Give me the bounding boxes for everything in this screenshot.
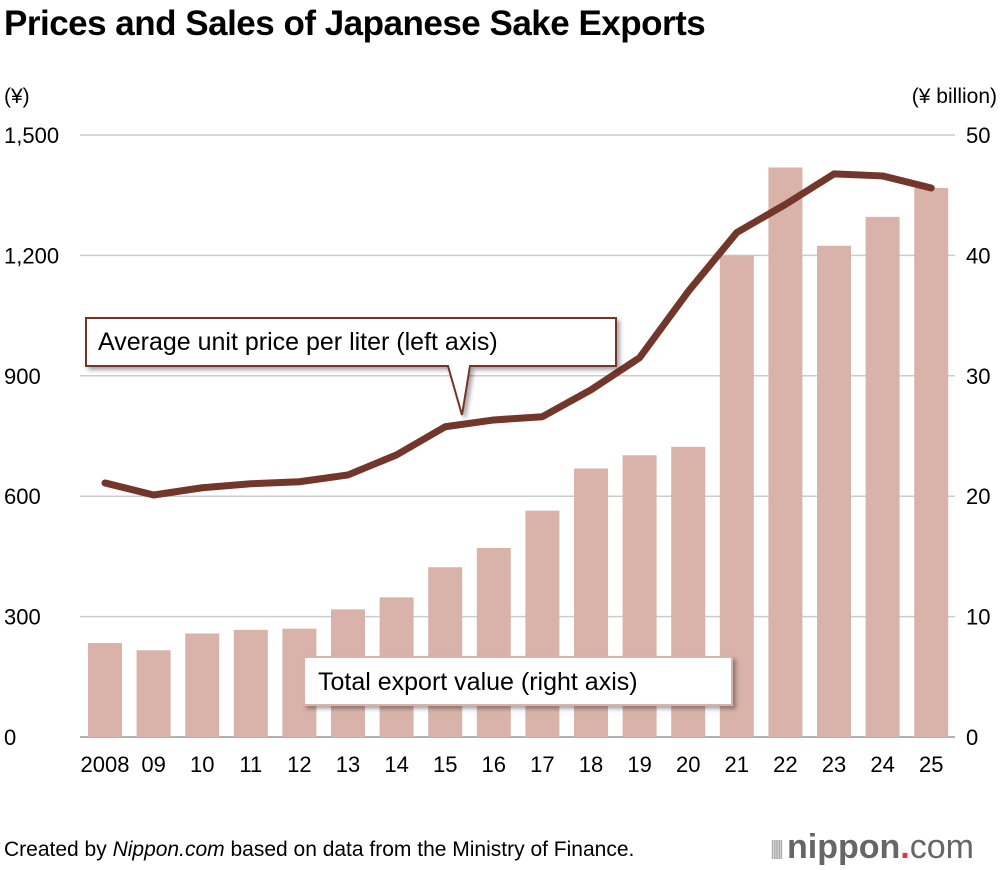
x-tick-label: 14	[384, 752, 408, 777]
x-tick-label: 15	[433, 752, 457, 777]
source-name: Nippon.com	[112, 838, 225, 861]
left-tick-label: 0	[4, 725, 16, 750]
x-tick-label: 24	[870, 752, 894, 777]
left-tick-label: 600	[4, 484, 41, 509]
bar-2008	[88, 643, 122, 737]
x-tick-label: 2008	[81, 752, 130, 777]
bar-25	[914, 187, 949, 737]
x-tick-label: 11	[239, 752, 262, 777]
x-tick-label: 10	[190, 752, 214, 777]
x-tick-label: 18	[579, 752, 603, 777]
left-tick-label: 900	[4, 364, 41, 389]
x-tick-label: 23	[822, 752, 846, 777]
bar-callout-box	[303, 656, 733, 706]
line-legend-label: Average unit price per liter (left axis)	[98, 328, 498, 356]
source-note: Created by Nippon.com based on data from…	[4, 838, 634, 862]
left-tick-label: 1,200	[4, 243, 59, 268]
x-tick-label: 09	[141, 752, 165, 777]
right-tick-label: 10	[966, 605, 990, 630]
bar-16	[476, 547, 511, 737]
bar-22	[768, 167, 803, 737]
bar-legend-label: Total export value (right axis)	[318, 668, 638, 696]
source-prefix: Created by	[4, 838, 113, 861]
price-line	[101, 170, 935, 499]
bar-10	[185, 633, 220, 737]
x-tick-label: 19	[627, 752, 651, 777]
x-tick-label: 20	[676, 752, 700, 777]
x-tick-label: 21	[725, 752, 749, 777]
source-suffix: based on data from the Ministry of Finan…	[224, 838, 635, 861]
left-tick-label: 300	[4, 605, 41, 630]
sound-bars-icon: |||||	[770, 837, 784, 860]
right-axis-unit: (¥ billion)	[912, 85, 997, 108]
bar-15	[428, 567, 463, 737]
right-tick-label: 0	[966, 725, 978, 750]
right-tick-label: 30	[966, 364, 990, 389]
nippon-logo: ||||| nippon.com	[770, 828, 974, 867]
line-callout-box	[85, 317, 617, 416]
bar-11	[233, 629, 268, 737]
left-tick-label: 1,500	[4, 123, 59, 148]
x-tick-label: 13	[336, 752, 360, 777]
logo-dot: .	[900, 828, 910, 866]
logo-com: com	[909, 828, 974, 866]
logo-text: nippon	[786, 828, 901, 866]
right-tick-label: 40	[966, 243, 990, 268]
bar-09	[136, 650, 171, 737]
x-tick-label: 16	[482, 752, 506, 777]
chart: (¥) (¥ billion) 0 300 600 900 1,200 1,500 0 10 20 3…	[4, 85, 997, 777]
x-tick-label: 17	[530, 752, 554, 777]
x-tick-label: 12	[287, 752, 311, 777]
bar-24	[865, 216, 900, 737]
x-tick-label: 25	[919, 752, 943, 777]
bar-23	[817, 245, 851, 737]
chart-title: Prices and Sales of Japanese Sake Export…	[4, 4, 706, 43]
x-tick-label: 22	[773, 752, 797, 777]
right-tick-label: 20	[966, 484, 990, 509]
left-axis-unit: (¥)	[4, 85, 30, 108]
right-tick-label: 50	[966, 123, 990, 148]
